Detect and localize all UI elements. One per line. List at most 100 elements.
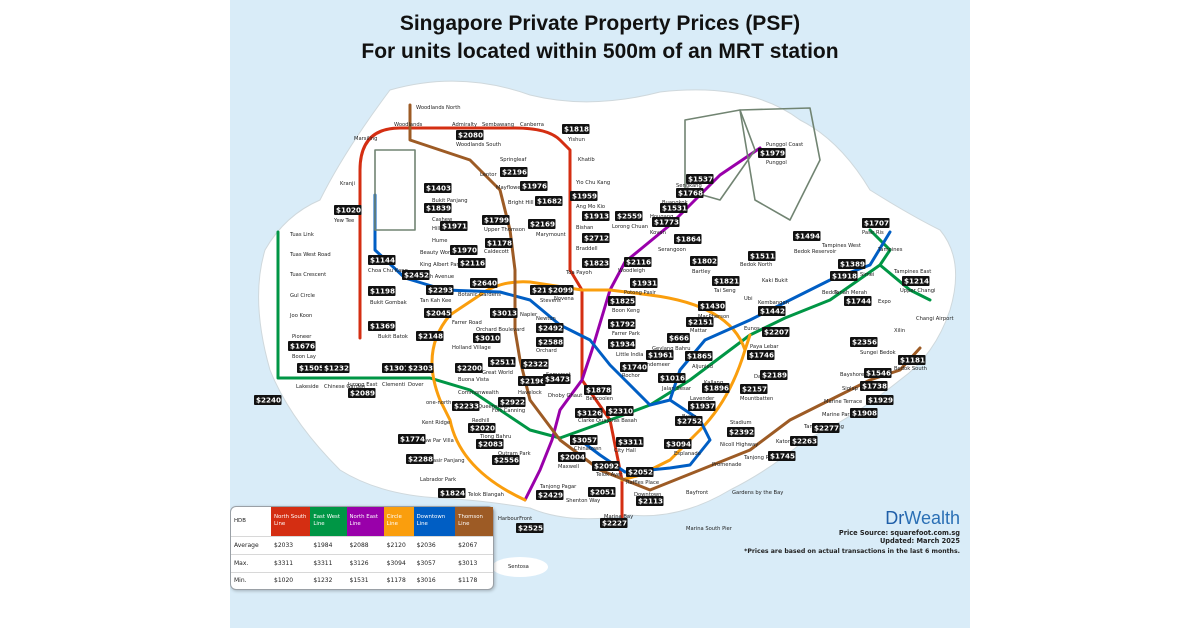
price-label-chua-chu-kang: $1144 [368, 255, 396, 265]
price-label-bg [674, 234, 702, 244]
station-name-king-albert-park: King Albert Park [420, 262, 462, 268]
table-header-row: HDB North South Line East West Line Nort… [231, 507, 493, 537]
price-label-marsiling: $1020 [334, 205, 362, 215]
station-name-yew-tee: Yew Tee [333, 218, 354, 224]
price-label-caldecott: $1178 [485, 238, 513, 248]
table-cell: $3094 [383, 553, 414, 573]
price-label-boon-keng: $1825 [608, 296, 636, 306]
station-name-dover: Dover [408, 382, 424, 388]
price-label-text: $2277 [814, 424, 839, 433]
price-label-bg [456, 130, 484, 140]
price-label-marina-bay: $2227 [600, 518, 628, 528]
price-label-text: $666 [669, 334, 689, 343]
station-name-fort-canning: Fort Canning [492, 408, 525, 414]
station-name-aljunied: Aljunied [692, 364, 713, 370]
price-label-text: $2099 [548, 286, 573, 295]
price-label-bg [740, 384, 768, 394]
price-label-text: $1738 [862, 382, 887, 391]
price-label-bartley: $1802 [690, 256, 718, 266]
price-label-bg [608, 339, 636, 349]
row-label: Min. [231, 571, 271, 589]
price-label-text: $2556 [494, 456, 519, 465]
station-name-khatib: Khatib [578, 157, 595, 163]
station-name-botanic-gardens: Botanic Gardens [458, 292, 501, 298]
station-name-woodlands-north: Woodlands North [416, 105, 461, 111]
price-label-kent-ridge: $2240 [254, 395, 282, 405]
station-name-bukit-gombak: Bukit Gombak [370, 300, 407, 306]
price-label-chinese-garden: $1232 [322, 363, 350, 373]
station-name-labrador-park: Labrador Park [420, 477, 456, 483]
price-label-text: $1232 [324, 364, 349, 373]
title: Singapore Private Property Prices (PSF) … [230, 10, 970, 66]
price-label-bg [398, 434, 426, 444]
price-label-text: $2148 [418, 332, 443, 341]
station-name-tuas-crescent: Tuas Crescent [289, 272, 326, 278]
station-name-marsiling: Marsiling [354, 136, 377, 142]
mrt-map: Woodlands North Woodlands Admiralty Sembawa… [254, 80, 957, 577]
price-label-paya-lebar: $1746 [747, 350, 775, 360]
station-name-ang-mo-kio: Ang Mo Kio [576, 204, 605, 210]
price-label-text: $1505 [299, 364, 324, 373]
brand-block: DrWealth Price Source: squarefoot.com.sg… [839, 508, 960, 545]
price-label-bg [688, 401, 716, 411]
thomson-east-coast-line [408, 103, 922, 492]
price-label-text: $1442 [760, 307, 785, 316]
price-label-bg [402, 270, 430, 280]
table-cell: $1531 [346, 571, 384, 589]
price-label-text: $1825 [610, 297, 635, 306]
station-name-upper-changi: Upper Changi [900, 288, 935, 294]
price-label-telok-ayer: $2092 [592, 461, 620, 471]
price-label-text: $1937 [690, 402, 715, 411]
price-label-harbourfront: $2525 [516, 523, 544, 533]
price-label-text: $2083 [478, 440, 503, 449]
price-label-bg [608, 296, 636, 306]
station-name-marina-bay: Marina Bay [604, 514, 633, 520]
station-name-gardens-by-the-bay: Gardens by the Bay [732, 490, 783, 496]
station-name-bendemeer: Bendemeer [640, 362, 671, 368]
price-label-serangoon: $1864 [674, 234, 702, 244]
price-label-text: $3094 [666, 440, 691, 449]
price-label-kaki-bukit: $1918 [830, 271, 858, 281]
price-label-text: $2151 [688, 318, 713, 327]
price-label-bras-basah: $2310 [606, 406, 634, 416]
price-label-text: $3010 [475, 334, 500, 343]
price-summary-table: HDB North South Line East West Line Nort… [230, 506, 494, 590]
price-label-bg [582, 233, 610, 243]
station-name-siglap: Siglap [842, 386, 859, 392]
price-label-bedok-north: $1511 [748, 251, 776, 261]
price-label-clementi: $1301 [382, 363, 410, 373]
row-label: Average [231, 535, 271, 555]
price-label-dhoby-ghaut: $3473 [543, 374, 571, 384]
table-cell: $3126 [346, 553, 384, 573]
price-label-sungei-bedok: $2356 [850, 337, 878, 347]
price-label-bg [630, 278, 658, 288]
station-name-rochor: Rochor [622, 373, 641, 379]
station-name-bishan: Bishan [576, 225, 593, 231]
price-label-lavender: $1937 [688, 401, 716, 411]
price-label-text: $1430 [700, 302, 725, 311]
price-label-text: $2310 [608, 407, 633, 416]
logo-wealth: Wealth [904, 508, 960, 528]
price-label-text: $1802 [692, 257, 717, 266]
price-label-bg [582, 211, 610, 221]
price-label-text: $2240 [256, 396, 281, 405]
station-name-eunos: Eunos [744, 326, 760, 332]
table-cell: $3311 [310, 553, 347, 573]
price-label-text: $1546 [866, 369, 891, 378]
price-label-bg [652, 217, 680, 227]
station-name-holland-village: Holland Village [452, 345, 491, 351]
station-name-tanjong-rhu: Tanjong Rhu [743, 455, 776, 461]
price-label-text: $2492 [538, 324, 563, 333]
price-label-text: $2263 [792, 437, 817, 446]
station-name-redhill: Redhill [472, 418, 489, 424]
price-label-maxwell: $2004 [558, 452, 586, 462]
price-label-bg [424, 308, 452, 318]
station-name-raffles-place: Raffles Place [626, 480, 659, 486]
price-label-text: $1959 [572, 192, 597, 201]
price-label-text: $2712 [584, 234, 609, 243]
price-label-kembangan: $1442 [758, 306, 786, 316]
price-label-hillview: $1971 [440, 221, 468, 231]
price-label-bedok-south: $1181 [898, 355, 926, 365]
station-name-woodlands: Woodlands [394, 122, 423, 128]
price-label-cashew: $1839 [424, 203, 452, 213]
